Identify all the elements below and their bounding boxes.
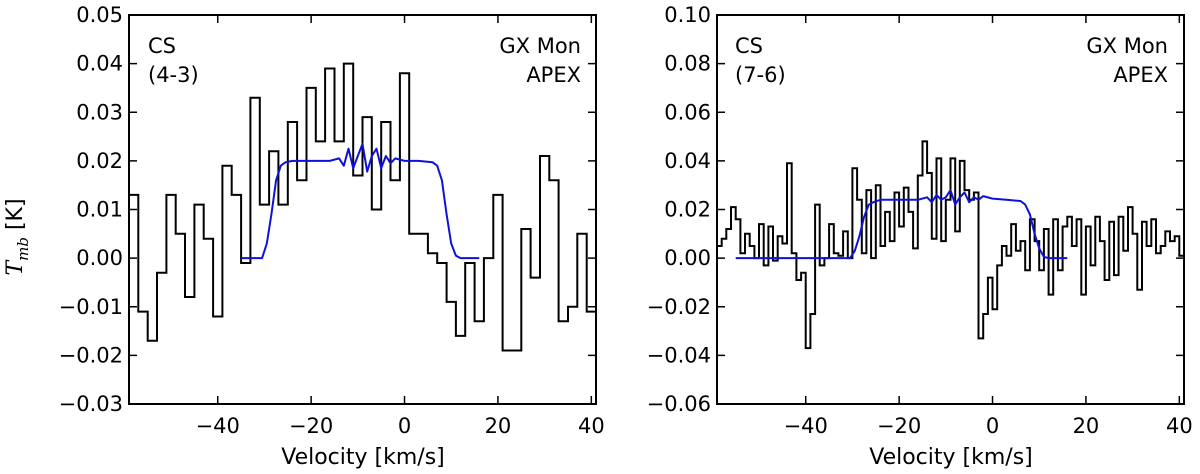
y-tick-label: 0.04 xyxy=(664,149,711,173)
annotation-molecule-right: CS xyxy=(735,34,763,58)
annotation-telescope-left: APEX xyxy=(526,63,581,87)
y-tick-label: 0.10 xyxy=(664,3,711,27)
x-tick-label: −20 xyxy=(289,414,333,438)
x-tick-label: 20 xyxy=(1073,414,1100,438)
chart-panel-cs-4-3: −0.03 −0.02 −0.01 0.00 0.01 0.02 0.03 0.04 0.05 −… xyxy=(59,3,605,470)
y-tick-label: 0.05 xyxy=(76,3,123,27)
plot-frame-left xyxy=(128,14,597,405)
tick-labels-left: −0.03 −0.02 −0.01 0.00 0.01 0.02 0.03 0.04 0.05 −… xyxy=(59,3,605,438)
y-tick-label: 0.01 xyxy=(76,198,123,222)
tick-marks-left xyxy=(129,14,596,405)
y-tick-label: −0.02 xyxy=(647,295,711,319)
y-tick-label: −0.06 xyxy=(647,392,711,416)
y-tick-label: 0.02 xyxy=(664,198,711,222)
y-axis-label-main: T xyxy=(3,259,28,276)
tick-labels-right: −0.06 −0.04 −0.02 0.00 0.02 0.04 0.06 0.08 0.10 −… xyxy=(647,3,1193,438)
model-fit-line xyxy=(735,189,1068,260)
model-fit-line xyxy=(241,142,480,260)
spectrum-step-line xyxy=(129,62,596,352)
y-tick-label: 0.00 xyxy=(76,246,123,270)
y-tick-label: −0.04 xyxy=(647,343,711,367)
x-tick-label: 0 xyxy=(398,414,411,438)
y-axis-label-unit: [K] xyxy=(3,198,28,237)
annotation-transition-left: (4-3) xyxy=(148,63,199,87)
plot-frame-right xyxy=(716,14,1185,405)
x-tick-label: −20 xyxy=(877,414,921,438)
series-group-left xyxy=(129,62,596,352)
x-tick-label: 0 xyxy=(986,414,999,438)
y-tick-label: 0.02 xyxy=(76,149,123,173)
annotation-source-left: GX Mon xyxy=(499,34,581,58)
y-tick-label: 0.03 xyxy=(76,100,123,124)
y-tick-label: 0.00 xyxy=(664,246,711,270)
annotation-telescope-right: APEX xyxy=(1113,63,1168,87)
annotation-transition-right: (7-6) xyxy=(735,63,786,87)
y-tick-label: −0.02 xyxy=(59,343,123,367)
x-tick-label: 40 xyxy=(578,414,605,438)
y-tick-label: −0.01 xyxy=(59,295,123,319)
spectrum-step-line xyxy=(717,140,1184,350)
y-tick-label: 0.04 xyxy=(76,52,123,76)
y-axis-label-sub: mb xyxy=(14,237,32,261)
x-tick-label: −40 xyxy=(196,414,240,438)
x-tick-label: −40 xyxy=(784,414,828,438)
series-group-right xyxy=(717,140,1184,350)
x-tick-label: 20 xyxy=(485,414,512,438)
x-tick-label: 40 xyxy=(1166,414,1193,438)
chart-panel-cs-7-6: −0.06 −0.04 −0.02 0.00 0.02 0.04 0.06 0.08 0.10 −… xyxy=(647,3,1193,470)
y-axis-label: Tmb [K] xyxy=(3,198,32,275)
y-tick-label: −0.03 xyxy=(59,392,123,416)
annotation-molecule-left: CS xyxy=(148,34,176,58)
y-tick-label: 0.06 xyxy=(664,100,711,124)
x-axis-title-left: Velocity [km/s] xyxy=(281,445,445,470)
annotation-source-right: GX Mon xyxy=(1086,34,1168,58)
x-axis-title-right: Velocity [km/s] xyxy=(869,445,1033,470)
y-tick-label: 0.08 xyxy=(664,52,711,76)
